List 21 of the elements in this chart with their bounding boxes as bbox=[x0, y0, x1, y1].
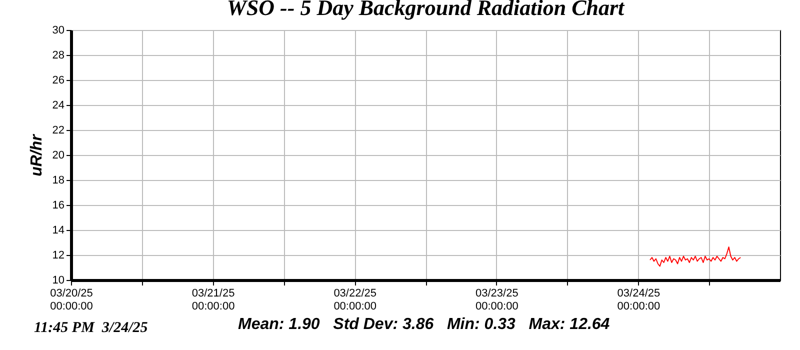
y-tick-label: 16 bbox=[52, 200, 64, 212]
chart-title: WSO -- 5 Day Background Radiation Chart bbox=[226, 0, 626, 20]
y-tick-label: 30 bbox=[52, 24, 64, 36]
text: Mean: 1.90 Std Dev: 3.86 Min: 0.33 Max: 12.64 bbox=[238, 316, 610, 334]
x-tick-label: 03/20/25 00:00:00 bbox=[50, 288, 93, 312]
y-axis-title: uR/hr bbox=[28, 134, 46, 176]
y-tick-label: 26 bbox=[52, 74, 64, 86]
x-tick-label: 03/24/25 00:00:00 bbox=[617, 288, 660, 312]
line-series bbox=[650, 246, 742, 267]
y-tick-label: 18 bbox=[52, 174, 64, 186]
y-tick-label: 22 bbox=[52, 124, 64, 136]
y-tick-label: 10 bbox=[52, 274, 64, 286]
x-tick-label: 03/23/25 00:00:00 bbox=[475, 288, 518, 312]
y-tick-label: 28 bbox=[52, 50, 64, 62]
text: 11:45 PM 3/24/25 bbox=[34, 320, 148, 337]
y-tick-label: 12 bbox=[52, 250, 64, 262]
y-tick-label: 24 bbox=[52, 100, 64, 112]
y-tick-label: 14 bbox=[52, 224, 64, 236]
x-tick-label: 03/21/25 00:00:00 bbox=[192, 288, 235, 312]
x-tick-label: 03/22/25 00:00:00 bbox=[334, 288, 377, 312]
y-tick-label: 20 bbox=[52, 150, 64, 162]
